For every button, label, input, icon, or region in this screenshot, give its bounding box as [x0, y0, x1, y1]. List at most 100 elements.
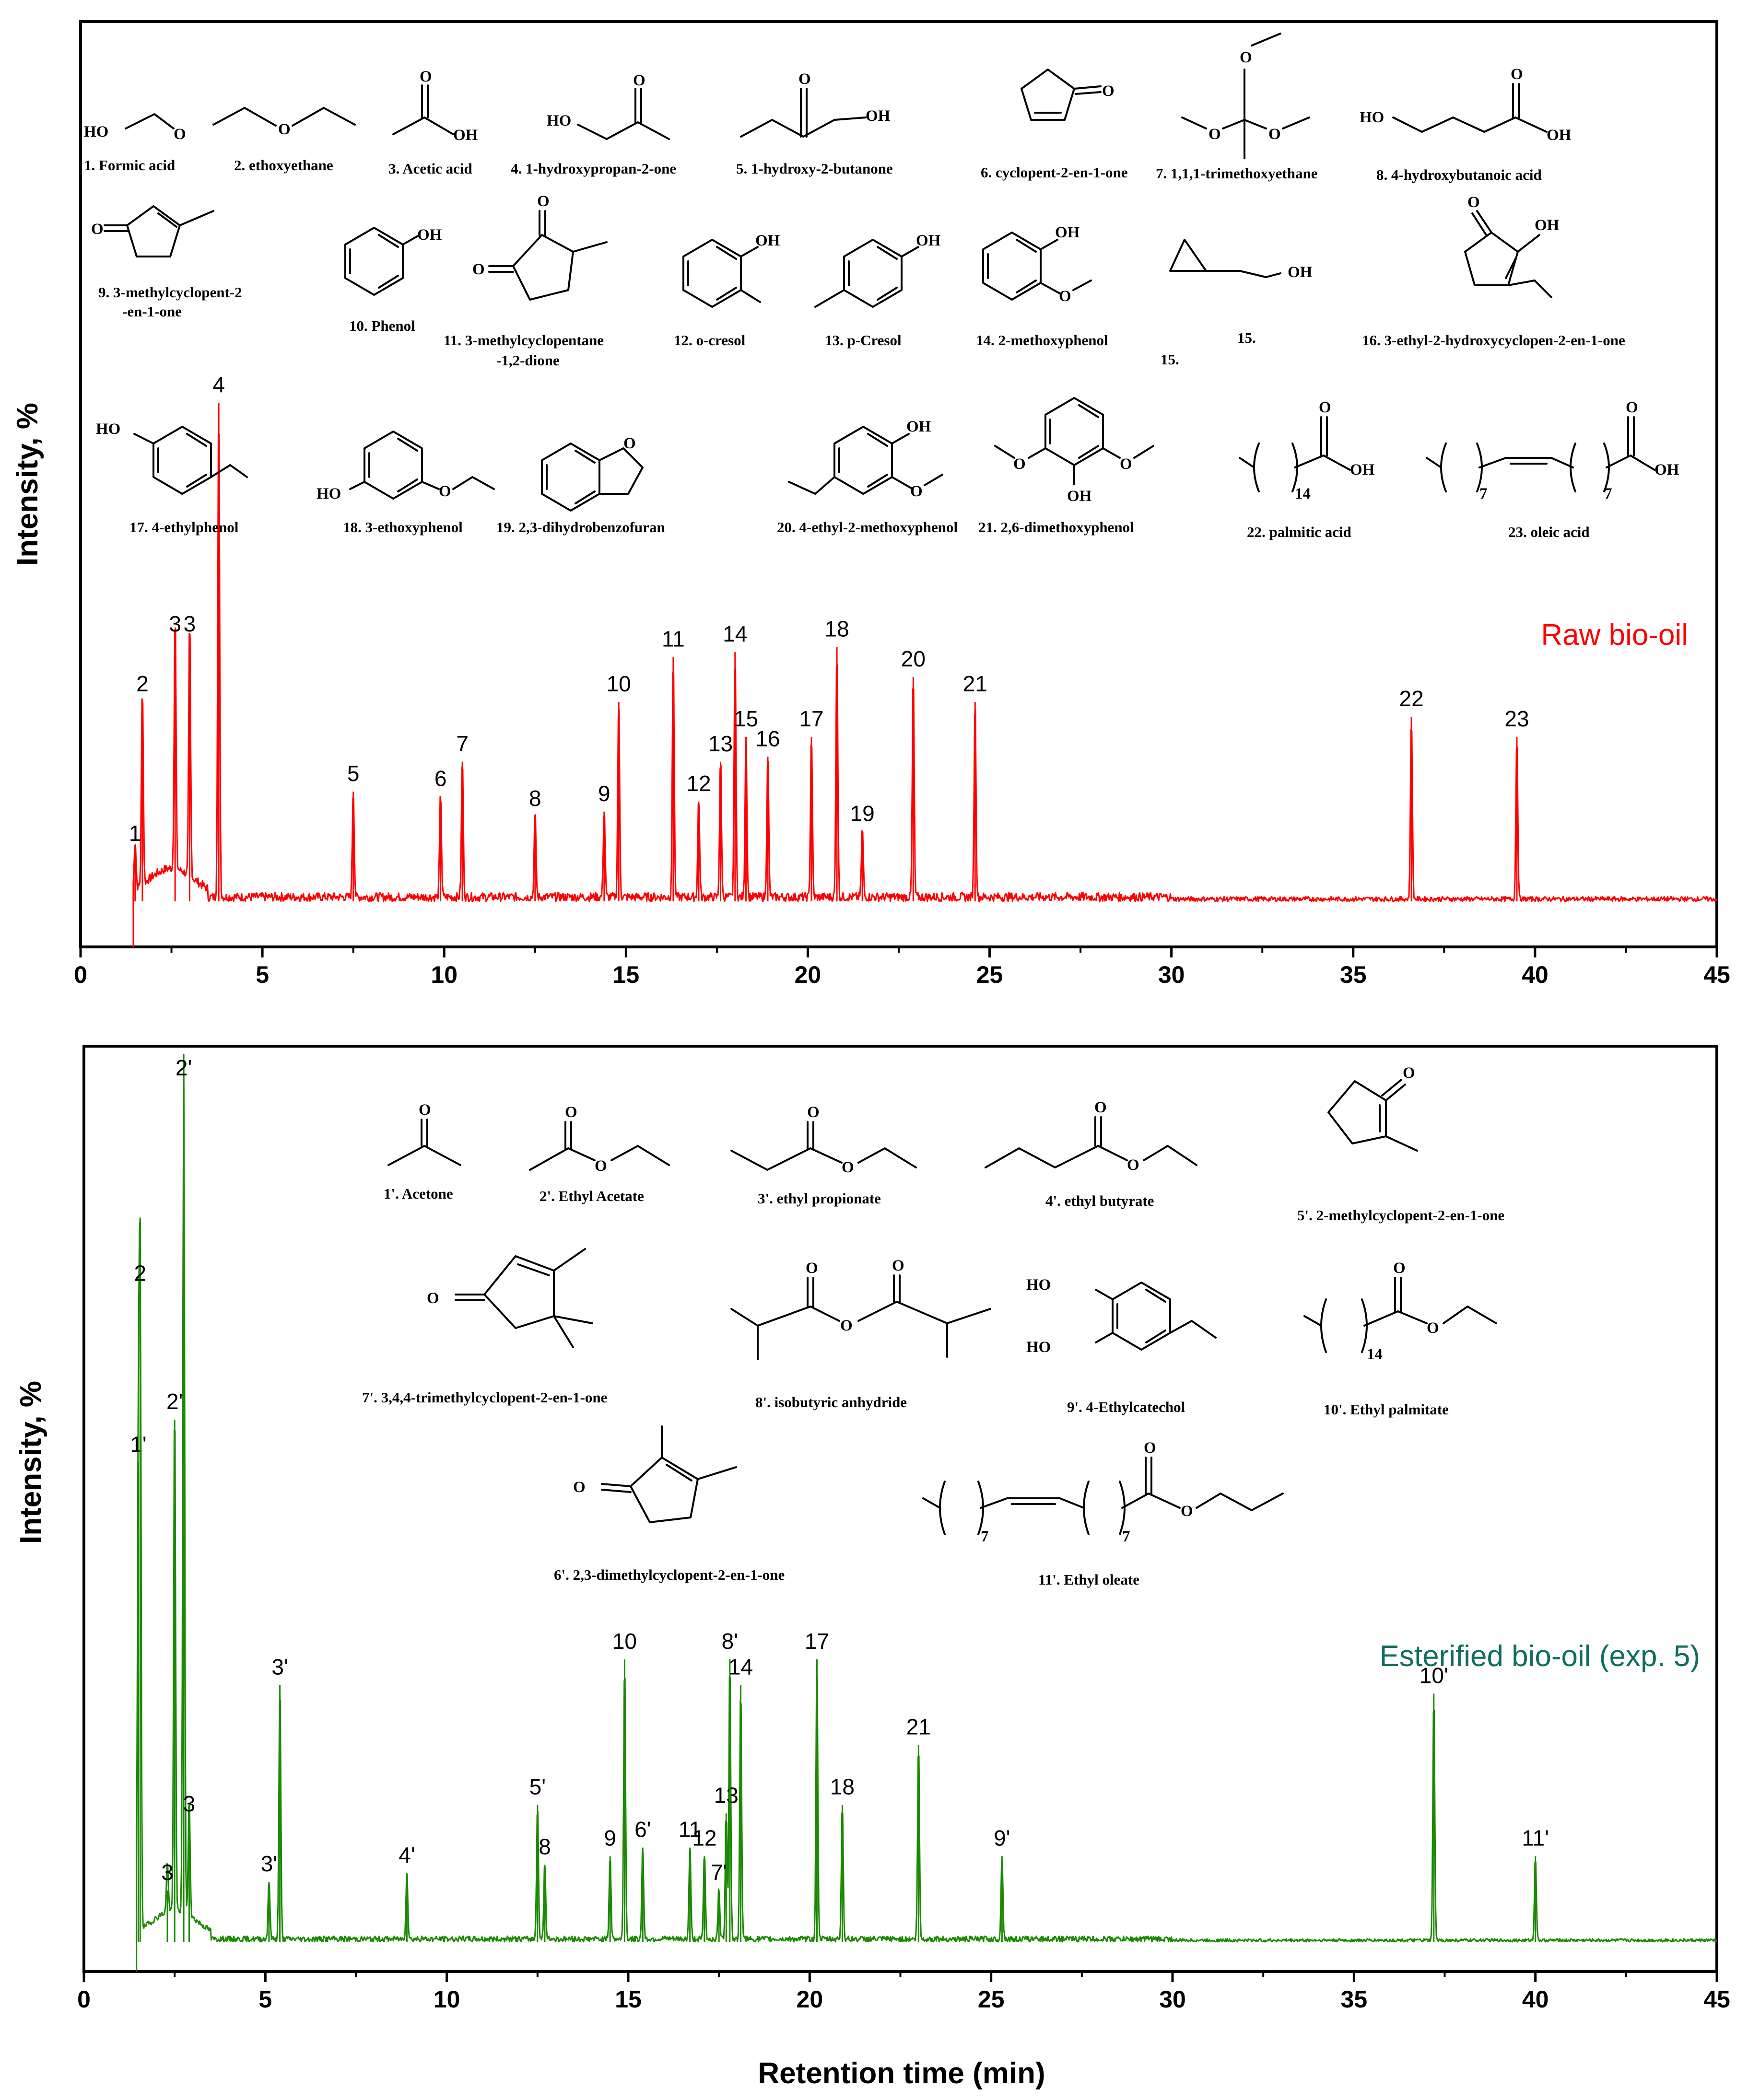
ester-peak-label: 11'	[1522, 1826, 1549, 1851]
raw-peak-label: 11	[662, 626, 685, 651]
svg-text:6'. 2,3-dimethylcyclopent-2-en: 6'. 2,3-dimethylcyclopent-2-en-1-one	[554, 1566, 785, 1583]
svg-text:HO: HO	[1360, 109, 1384, 126]
raw-peak-label: 22	[1399, 686, 1424, 711]
svg-text:OH: OH	[1350, 461, 1375, 478]
svg-text:9. 3-methylcyclopent-2: 9. 3-methylcyclopent-2	[98, 284, 242, 301]
ester-peak-label: 21	[906, 1714, 931, 1739]
ester-peak-label: 8	[539, 1834, 551, 1859]
structure-dihydrobenzofuran: O 19. 2,3-dihydrobenzofuran	[496, 435, 665, 536]
raw-peak-label: 7	[456, 731, 469, 756]
ester-x-tick-label: 15	[615, 1986, 642, 2013]
svg-text:7'. 3,4,4-trimethylcyclopent-2: 7'. 3,4,4-trimethylcyclopent-2-en-1-one	[362, 1389, 607, 1406]
raw-peak-label: 3	[169, 611, 181, 636]
svg-text:HO: HO	[84, 123, 108, 140]
ester-peak-label: 2'	[176, 1055, 192, 1080]
ester-x-tick-label: 20	[797, 1986, 823, 2013]
svg-text:3. Acetic acid: 3. Acetic acid	[388, 160, 472, 177]
svg-text:9'. 4-Ethylcatechol: 9'. 4-Ethylcatechol	[1067, 1399, 1185, 1415]
structure-ethyl-palmitate: O O 14 10'. Ethyl palmitate	[1303, 1260, 1497, 1418]
svg-text:O: O	[174, 126, 186, 143]
svg-text:O: O	[1403, 1064, 1415, 1082]
svg-text:O: O	[427, 1290, 439, 1307]
structure-methylcyclopentenone: O 9. 3-methylcyclopent-2 -en-1-one	[91, 205, 242, 320]
raw-x-tick-label: 45	[1703, 961, 1730, 988]
svg-text:7: 7	[1479, 485, 1488, 502]
raw-peak-label: 17	[799, 706, 823, 731]
svg-text:O: O	[1626, 399, 1638, 416]
raw-peak-label: 6	[434, 766, 447, 791]
svg-text:4'. ethyl butyrate: 4'. ethyl butyrate	[1045, 1192, 1154, 1209]
ester-peak-label: 2'	[166, 1389, 183, 1414]
ester-x-tick-label: 40	[1522, 1986, 1549, 2013]
svg-text:O: O	[892, 1257, 904, 1274]
svg-text:O: O	[1319, 399, 1331, 416]
svg-text:6. cyclopent-2-en-1-one: 6. cyclopent-2-en-1-one	[981, 164, 1128, 181]
ester-x-tick-label: 0	[77, 1986, 91, 2013]
ester-peak-label: 5'	[529, 1774, 546, 1799]
raw-peak-label: 5	[347, 761, 360, 786]
structure-acetic-acid: O OH 3. Acetic acid	[388, 68, 478, 177]
ester-peak-label: 10'	[1420, 1663, 1448, 1688]
svg-text:1'. Acetone: 1'. Acetone	[384, 1185, 453, 1202]
svg-text:OH: OH	[916, 232, 941, 249]
svg-text:O: O	[1059, 288, 1071, 305]
structure-ethyl-acetate: O O 2'. Ethyl Acetate	[529, 1104, 670, 1204]
structure-guaiacol: OH O 14. 2-methoxyphenol	[976, 224, 1108, 349]
ester-peak-label: 18	[830, 1774, 855, 1799]
ester-chromatogram-trace	[136, 1053, 1717, 1972]
svg-text:OH: OH	[453, 127, 478, 144]
structure-methylcyclopentanedione: O O 11. 3-methylcyclopentane -1,2-dione	[444, 193, 608, 369]
ester-peak-label: 7'	[711, 1860, 727, 1885]
raw-x-tick-label: 40	[1522, 961, 1549, 988]
svg-text:HO: HO	[1026, 1276, 1051, 1294]
ester-peak-label: 4'	[399, 1843, 415, 1867]
raw-peak-label: 4	[212, 372, 225, 397]
raw-peak-label: 8	[529, 786, 541, 811]
svg-text:O: O	[278, 121, 291, 138]
svg-text:O: O	[623, 435, 636, 452]
svg-text:O: O	[1427, 1319, 1439, 1337]
ester-peak-label: 9'	[994, 1826, 1010, 1851]
raw-x-tick-label: 35	[1340, 961, 1367, 988]
ester-x-tick-label: 35	[1341, 1986, 1368, 2013]
svg-text:12. o-cresol: 12. o-cresol	[674, 332, 746, 349]
svg-text:15.: 15.	[1237, 329, 1256, 346]
svg-text:O: O	[1511, 66, 1523, 83]
structure-trimethoxyethane: O O O 7. 1,1,1-trimethoxyethane	[1156, 33, 1318, 182]
svg-text:20. 4-ethyl-2-methoxyphenol: 20. 4-ethyl-2-methoxyphenol	[777, 519, 958, 536]
svg-text:10. Phenol: 10. Phenol	[349, 317, 415, 334]
raw-peak-label: 16	[755, 726, 780, 751]
svg-text:4. 1-hydroxypropan-2-one: 4. 1-hydroxypropan-2-one	[511, 160, 676, 177]
svg-text:2'. Ethyl Acetate: 2'. Ethyl Acetate	[540, 1188, 644, 1204]
svg-text:HO: HO	[96, 420, 120, 438]
svg-text:OH: OH	[1654, 461, 1679, 478]
bottom-panel-frame	[82, 1045, 1718, 1973]
raw-peak-label: 10	[607, 671, 631, 696]
structures-bottom: O 1'. Acetone O O 2'. Ethyl Acetate O O …	[362, 1064, 1504, 1588]
svg-text:21. 2,6-dimethoxyphenol: 21. 2,6-dimethoxyphenol	[978, 519, 1134, 536]
structure-ethoxyethane: O 2. ethoxyethane	[212, 107, 356, 174]
svg-text:23. oleic acid: 23. oleic acid	[1508, 524, 1590, 540]
ester-peak-label: 8'	[722, 1629, 738, 1654]
svg-text:O: O	[1268, 126, 1281, 143]
svg-text:O: O	[573, 1479, 586, 1496]
ester-peak-label: 3'	[271, 1655, 288, 1680]
structure-dimethylcyclopentenone: O 6'. 2,3-dimethylcyclopent-2-en-1-one	[554, 1425, 785, 1583]
raw-peak-label: 20	[901, 646, 926, 671]
svg-text:OH: OH	[906, 418, 931, 435]
svg-text:22. palmitic acid: 22. palmitic acid	[1247, 524, 1351, 540]
ester-x-tick-label: 5	[258, 1986, 272, 2013]
structure-ethylhydroxycyclopentenone: O OH 16. 3-ethyl-2-hydroxycyclopen-2-en-…	[1362, 194, 1625, 349]
svg-text:O: O	[1181, 1503, 1193, 1520]
svg-text:OH: OH	[755, 232, 780, 249]
ester-peak-label: 14	[728, 1655, 753, 1680]
ester-peak-label: 13	[714, 1783, 739, 1808]
svg-text:O: O	[1013, 455, 1026, 473]
raw-peak-label: 21	[963, 671, 987, 696]
raw-peak-label: 14	[723, 621, 747, 646]
structure-ethylguaiacol: OH O 20. 4-ethyl-2-methoxyphenol	[777, 418, 958, 536]
svg-text:O: O	[806, 1260, 818, 1277]
raw-x-tick-label: 5	[256, 961, 269, 988]
svg-text:-en-1-one: -en-1-one	[122, 303, 182, 320]
